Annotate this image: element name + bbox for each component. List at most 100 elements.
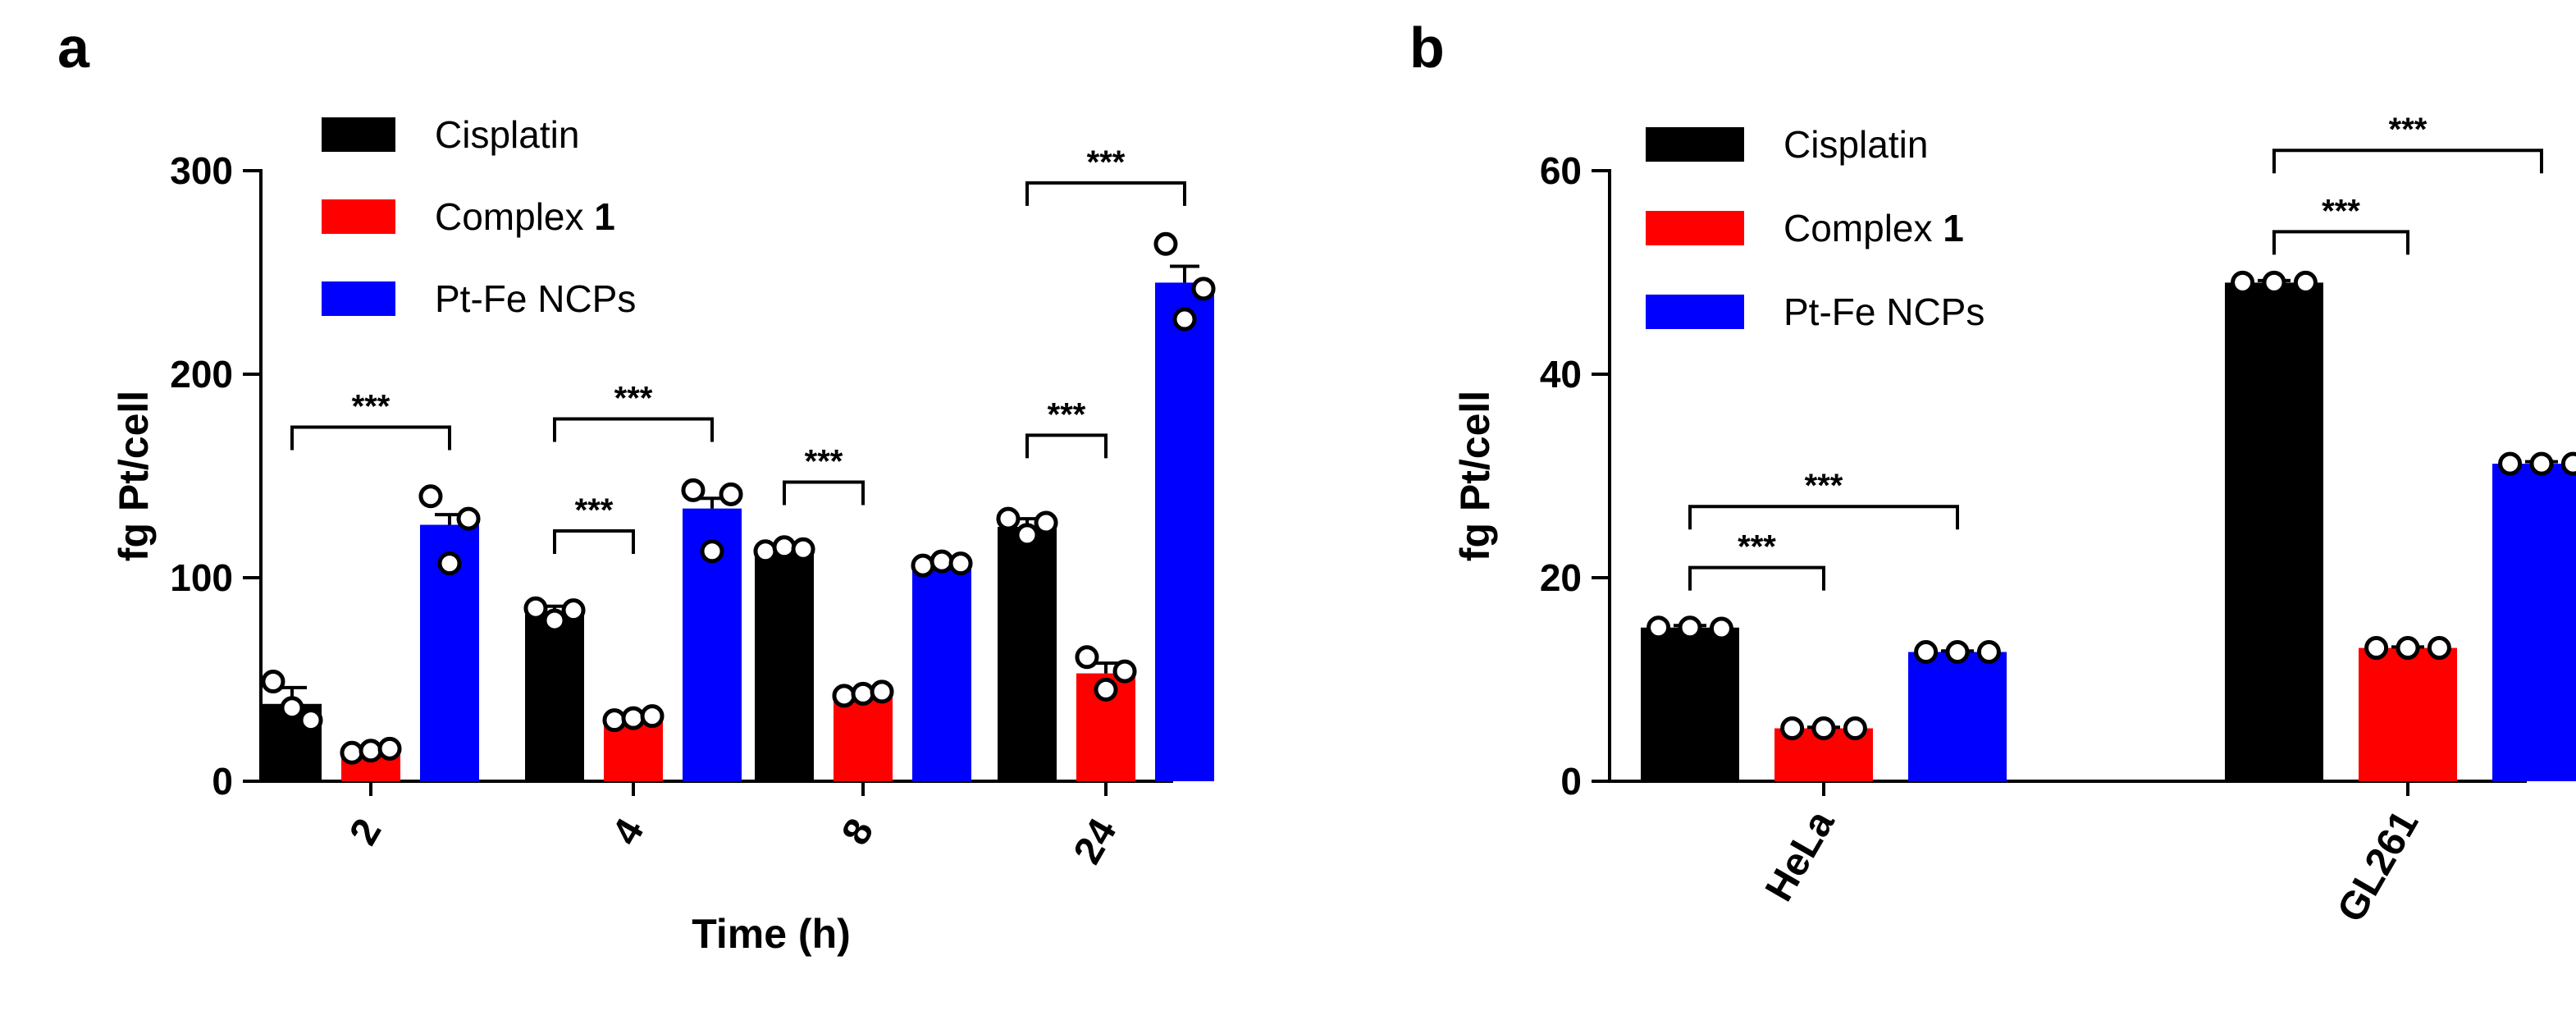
panel-b-significance-bracket (2272, 230, 2409, 255)
panel-a-data-point (870, 679, 894, 704)
panel-a-bar-pt-fe-ncps (1155, 282, 1214, 781)
panel-a-significance-bracket (290, 425, 451, 451)
panel-b-data-point (1976, 640, 2001, 665)
panel-b-significance-bracket (1688, 565, 1825, 591)
panel-a-data-point (929, 549, 954, 574)
panel-b-data-point (2396, 636, 2420, 661)
panel-a-significance-label: *** (352, 388, 391, 424)
panel-b-significance-bracket (2272, 149, 2543, 174)
panel-b-data-point (1647, 615, 1671, 640)
panel-a-y-tick-label: 300 (170, 149, 233, 192)
panel-b-data-point (2498, 451, 2523, 476)
panel-a-data-point (791, 537, 815, 561)
panel-b-legend-label: Pt-Fe NCPs (1784, 290, 1985, 333)
panel-b: b 0 20 40 60 fg Pt/cell HeLa GL261 *** *** *** ***… (1409, 16, 2576, 930)
panel-a-significance-label: *** (614, 381, 653, 417)
panel-a-legend-swatch (322, 281, 395, 316)
panel-b-data-point (2231, 270, 2255, 295)
panel-b-data-point (2427, 636, 2451, 661)
panel-a-significance-label: *** (805, 443, 843, 479)
panel-a-data-point (1191, 277, 1216, 301)
panel-a-data-point (542, 608, 567, 633)
panel-b-significance-bracket (1688, 505, 1959, 530)
panel-a-bar-cisplatin (525, 614, 584, 781)
panel-b-significance-label: *** (2389, 112, 2428, 148)
panel-a-data-point (948, 551, 973, 576)
panel-a-x-tick-label: 24 (1066, 812, 1126, 871)
panel-a-data-point (523, 596, 548, 620)
panel-b-letter: b (1409, 16, 1445, 80)
panel-a-data-point (359, 739, 383, 763)
panel-a-significance-bracket (553, 417, 714, 442)
panel-a-x-tick-label: 8 (834, 812, 882, 853)
panel-b-legend-swatch (1646, 127, 1744, 162)
panel-b-significance-label: *** (1738, 529, 1776, 565)
panel-a-bar-cisplatin (755, 549, 814, 781)
panel-a-bar-pt-fe-ncps (912, 563, 971, 781)
panel-a-bar-complex-1 (834, 693, 893, 781)
panel-b-data-point (1914, 640, 1939, 665)
panel-a-data-point (700, 539, 724, 564)
panel-a-data-point (1153, 231, 1178, 256)
panel-b-legend-swatch (1646, 211, 1744, 245)
panel-b-data-point (2293, 270, 2318, 295)
panel-a-data-point (377, 736, 402, 761)
panel-a-legend-label: Pt-Fe NCPs (435, 277, 636, 320)
panel-a-y-tick-label: 0 (212, 760, 233, 803)
panel-a-data-point (911, 553, 935, 578)
panel-a-data-point (832, 684, 856, 708)
panel-b-y-tick-label: 40 (1540, 353, 1582, 396)
panel-a-y-axis-label: fg Pt/cell (111, 391, 157, 561)
panel-a-x-tick-label: 2 (341, 812, 390, 853)
panel-a-data-point (299, 708, 323, 733)
panel-b-data-point (2364, 636, 2389, 661)
panel-b-data-point (1843, 716, 1867, 741)
panel-a-data-point (681, 478, 706, 502)
panel-a-y-tick-label: 200 (170, 353, 233, 396)
panel-b-y-axis-label: fg Pt/cell (1452, 391, 1498, 561)
panel-a-data-point (851, 681, 875, 706)
panel-b-data-point (1678, 615, 1702, 640)
panel-b-data-point (2262, 270, 2286, 295)
panel-b-data-point (1945, 640, 1970, 665)
panel-a-significance-label: *** (1048, 396, 1086, 432)
panel-a-legend-label: Complex 1 (435, 195, 615, 238)
panel-b-significance-label: *** (1805, 468, 1843, 504)
panel-a-data-point (280, 696, 304, 721)
panel-b-legend-label: Complex 1 (1784, 207, 1964, 249)
panel-b-data-point (1709, 616, 1733, 641)
panel-a-data-point (621, 706, 646, 730)
panel-a-data-point (1034, 510, 1058, 535)
panel-b-bar-pt-fe-ncps (1908, 652, 2007, 781)
panel-a-data-point (1172, 307, 1197, 332)
panel-a-y-tick-label: 100 (170, 556, 233, 599)
panel-a-legend-swatch (322, 199, 395, 234)
panel-b-legend-label: Cisplatin (1784, 123, 1928, 166)
panel-b-data-point (2529, 451, 2554, 476)
panel-a-data-point (340, 740, 364, 765)
panel-a-data-point (753, 539, 778, 564)
panel-b-legend-swatch (1646, 295, 1744, 329)
panel-b-y-tick-label: 20 (1540, 556, 1582, 599)
panel-a-significance-bracket (1025, 433, 1108, 459)
panel-b-data-point (1780, 716, 1805, 741)
panel-a-data-point (561, 598, 586, 623)
panel-a-data-point (437, 551, 462, 576)
panel-a-data-point (772, 535, 797, 560)
panel-a-x-tick-label: 4 (604, 812, 652, 853)
panel-b-bar-complex-1 (2359, 647, 2457, 781)
panel-a-data-point (1094, 677, 1118, 702)
panel-b-significance-label: *** (2322, 193, 2360, 229)
panel-a-significance-label: *** (1087, 144, 1126, 181)
panel-a-data-point (719, 482, 743, 506)
panel-b-x-tick-label: GL261 (2329, 803, 2427, 930)
panel-b-bar-cisplatin (1641, 627, 1739, 781)
panel-a-data-point (456, 506, 481, 531)
panel-b-bar-pt-fe-ncps (2492, 464, 2576, 781)
panel-a-significance-label: *** (575, 492, 614, 528)
panel-a-data-point (1075, 645, 1099, 670)
panel-a-x-axis-label: Time (h) (692, 911, 851, 957)
panel-a-significance-bracket (553, 528, 635, 554)
